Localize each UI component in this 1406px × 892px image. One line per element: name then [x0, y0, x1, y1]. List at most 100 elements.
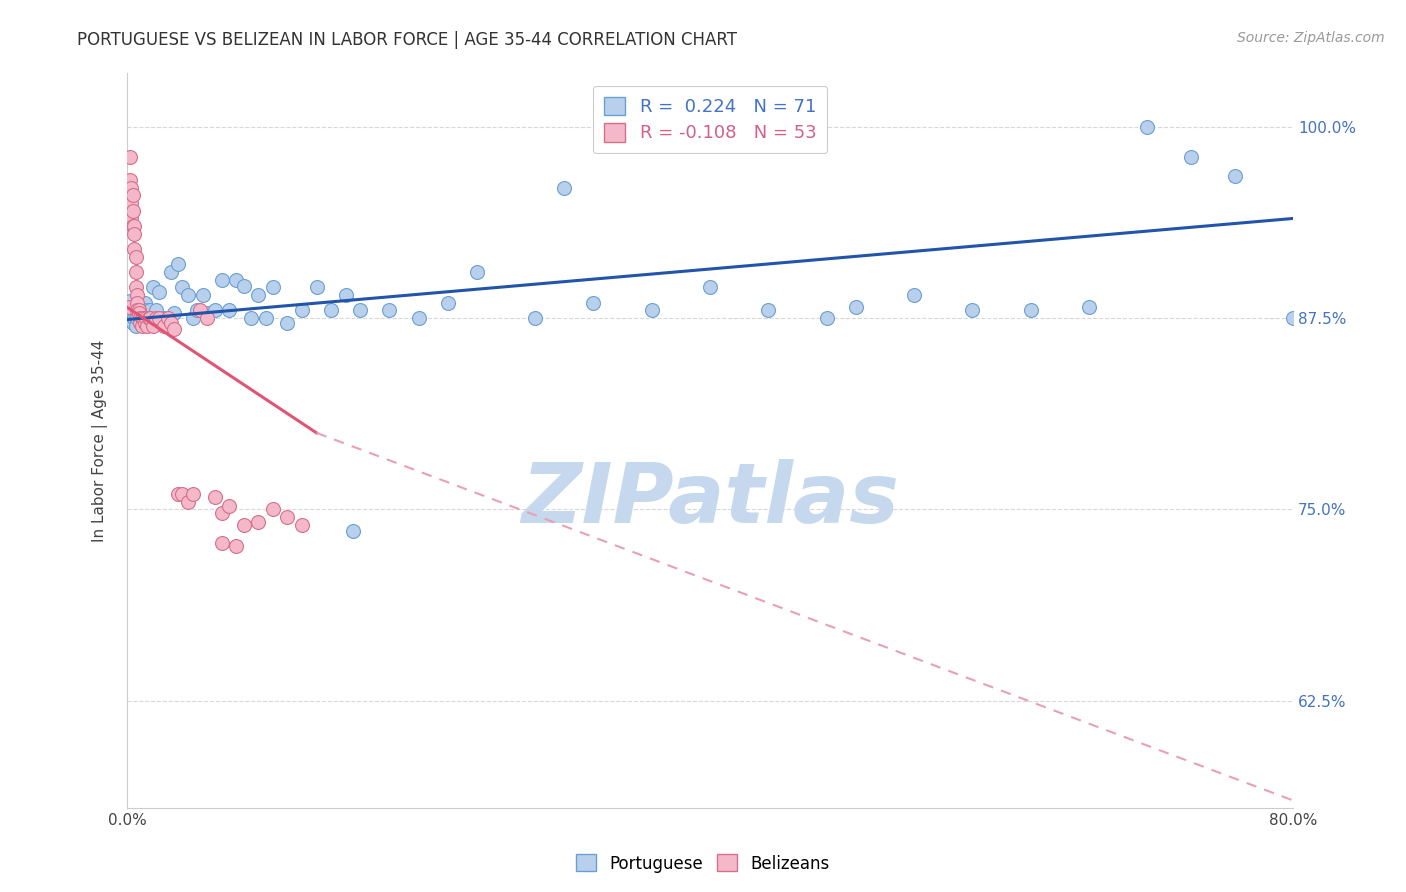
Point — [211, 273, 233, 287]
Point — [218, 500, 240, 514]
Point — [117, 300, 139, 314]
Point — [134, 316, 156, 330]
Point — [962, 303, 984, 318]
Point — [204, 303, 226, 318]
Point — [195, 306, 218, 320]
Point — [305, 280, 328, 294]
Point — [127, 303, 149, 318]
Point — [321, 303, 343, 318]
Point — [138, 311, 160, 326]
Point — [172, 487, 194, 501]
Point — [117, 303, 139, 318]
Point — [148, 285, 170, 299]
Point — [120, 181, 142, 195]
Point — [124, 303, 146, 318]
Legend: R =  0.224   N = 71, R = -0.108   N = 53: R = 0.224 N = 71, R = -0.108 N = 53 — [593, 86, 827, 153]
Point — [211, 506, 233, 520]
Point — [342, 524, 364, 538]
Point — [148, 311, 170, 326]
Point — [118, 173, 141, 187]
Point — [181, 311, 204, 326]
Point — [436, 295, 458, 310]
Point — [172, 280, 194, 294]
Point — [156, 316, 179, 330]
Point — [186, 303, 208, 318]
Point — [1136, 120, 1159, 134]
Point — [135, 316, 157, 330]
Point — [129, 311, 152, 326]
Point — [128, 306, 150, 320]
Point — [156, 311, 179, 326]
Point — [1223, 169, 1246, 183]
Point — [247, 288, 270, 302]
Point — [125, 311, 148, 326]
Point — [699, 280, 721, 294]
Point — [408, 311, 430, 326]
Text: ZIPatlas: ZIPatlas — [522, 458, 898, 540]
Point — [124, 227, 146, 241]
Point — [177, 495, 200, 509]
Point — [815, 311, 838, 326]
Point — [335, 288, 357, 302]
Point — [225, 273, 247, 287]
Point — [125, 265, 148, 279]
Point — [135, 311, 157, 326]
Point — [127, 295, 149, 310]
Point — [188, 303, 211, 318]
Point — [131, 299, 153, 313]
Point — [1180, 150, 1202, 164]
Point — [136, 318, 159, 333]
Point — [120, 196, 142, 211]
Point — [524, 311, 547, 326]
Point — [159, 265, 181, 279]
Point — [129, 311, 152, 326]
Point — [465, 265, 488, 279]
Point — [276, 316, 298, 330]
Point — [152, 318, 174, 333]
Point — [254, 311, 277, 326]
Point — [145, 311, 167, 326]
Point — [232, 517, 254, 532]
Point — [167, 487, 190, 501]
Point — [163, 322, 186, 336]
Y-axis label: In Labor Force | Age 35-44: In Labor Force | Age 35-44 — [93, 339, 108, 541]
Point — [122, 316, 145, 330]
Point — [129, 316, 152, 330]
Point — [139, 303, 162, 318]
Point — [125, 318, 148, 333]
Point — [1078, 300, 1101, 314]
Point — [195, 311, 218, 326]
Legend: Portuguese, Belizeans: Portuguese, Belizeans — [569, 847, 837, 880]
Point — [122, 188, 145, 202]
Point — [145, 303, 167, 318]
Point — [136, 303, 159, 318]
Point — [641, 303, 664, 318]
Point — [142, 280, 165, 294]
Point — [553, 181, 575, 195]
Point — [845, 300, 868, 314]
Point — [139, 311, 162, 326]
Point — [349, 303, 371, 318]
Point — [291, 517, 314, 532]
Point — [134, 295, 156, 310]
Point — [124, 242, 146, 256]
Point — [276, 510, 298, 524]
Point — [122, 203, 145, 218]
Point — [218, 303, 240, 318]
Point — [132, 308, 155, 322]
Text: Source: ZipAtlas.com: Source: ZipAtlas.com — [1237, 31, 1385, 45]
Point — [138, 311, 160, 326]
Point — [128, 303, 150, 318]
Point — [1282, 311, 1305, 326]
Point — [204, 490, 226, 504]
Point — [120, 300, 142, 314]
Point — [125, 280, 148, 294]
Point — [125, 250, 148, 264]
Point — [211, 536, 233, 550]
Point — [122, 306, 145, 320]
Point — [378, 303, 401, 318]
Point — [903, 288, 925, 302]
Point — [163, 306, 186, 320]
Point — [120, 311, 142, 326]
Point — [191, 288, 214, 302]
